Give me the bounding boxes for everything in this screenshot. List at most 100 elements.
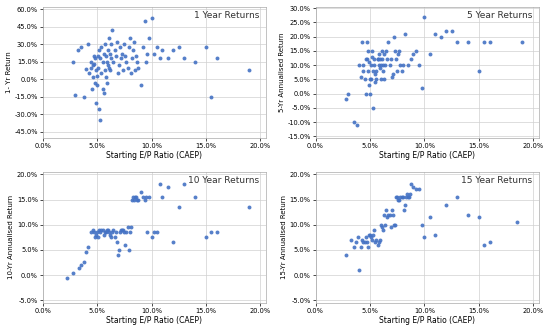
Point — [365, 82, 373, 88]
Point — [92, 232, 101, 237]
Point — [418, 85, 427, 91]
Y-axis label: 15-Yr Annualised Return: 15-Yr Annualised Return — [281, 195, 287, 279]
Point — [374, 240, 383, 245]
Point — [399, 207, 408, 212]
Point — [397, 194, 406, 200]
Point — [397, 68, 406, 73]
Point — [370, 227, 379, 232]
Point — [158, 47, 167, 53]
Point — [147, 235, 156, 240]
Point — [152, 230, 161, 235]
Point — [375, 57, 384, 62]
Point — [107, 42, 116, 47]
Point — [94, 53, 103, 59]
Point — [191, 194, 200, 200]
Point — [103, 227, 112, 232]
Point — [361, 235, 370, 240]
Point — [158, 194, 167, 200]
Point — [409, 184, 418, 190]
Point — [174, 44, 183, 49]
Point — [378, 227, 387, 232]
Point — [436, 34, 445, 39]
Point — [126, 71, 135, 76]
Point — [125, 36, 134, 41]
Point — [359, 240, 368, 245]
Point — [169, 240, 178, 245]
Point — [349, 119, 358, 125]
Point — [389, 222, 398, 227]
Point — [379, 51, 388, 56]
Point — [420, 14, 429, 20]
Point — [373, 242, 382, 248]
Point — [393, 194, 402, 200]
Point — [98, 227, 107, 232]
Point — [366, 91, 375, 96]
Point — [403, 192, 411, 197]
Point — [370, 57, 379, 62]
Point — [442, 202, 450, 207]
Point — [80, 260, 89, 265]
X-axis label: Starting E/P Ratio (CAEP): Starting E/P Ratio (CAEP) — [106, 151, 202, 161]
Point — [73, 47, 82, 53]
Point — [372, 77, 381, 82]
Point — [122, 230, 131, 235]
Point — [384, 40, 393, 45]
Point — [106, 67, 114, 72]
Point — [392, 57, 400, 62]
Point — [368, 54, 377, 59]
Point — [369, 232, 378, 237]
Point — [420, 235, 429, 240]
Point — [76, 44, 85, 49]
Point — [344, 91, 353, 96]
Point — [145, 194, 154, 200]
Point — [453, 40, 461, 45]
Point — [99, 51, 108, 56]
Point — [109, 59, 118, 65]
Point — [385, 212, 394, 217]
Point — [87, 86, 96, 91]
Point — [139, 194, 147, 200]
Point — [142, 194, 151, 200]
Point — [480, 40, 488, 45]
Point — [364, 245, 372, 250]
Point — [406, 192, 415, 197]
Point — [379, 77, 388, 82]
Point — [390, 222, 399, 227]
Point — [367, 63, 376, 68]
Point — [96, 56, 104, 61]
Point — [112, 39, 121, 45]
Point — [119, 227, 128, 232]
Point — [93, 73, 102, 78]
Point — [361, 91, 370, 96]
Point — [98, 59, 107, 65]
Point — [374, 51, 383, 56]
Point — [110, 47, 119, 53]
Point — [142, 59, 151, 65]
Point — [411, 48, 420, 54]
Point — [342, 97, 350, 102]
Point — [354, 235, 362, 240]
Point — [90, 62, 98, 67]
Point — [132, 194, 141, 200]
Point — [82, 66, 91, 71]
Point — [95, 227, 104, 232]
Point — [371, 71, 380, 76]
Point — [95, 106, 104, 111]
Point — [147, 16, 156, 21]
Point — [129, 194, 138, 200]
Point — [122, 59, 131, 65]
Point — [180, 182, 189, 187]
Point — [104, 36, 113, 41]
Point — [245, 67, 254, 72]
Y-axis label: 5-Yr Annualised Return: 5-Yr Annualised Return — [278, 32, 284, 112]
Point — [464, 40, 472, 45]
Point — [109, 227, 118, 232]
Point — [114, 63, 123, 68]
Point — [106, 51, 114, 56]
Point — [117, 227, 125, 232]
Point — [388, 212, 397, 217]
Point — [396, 63, 405, 68]
Point — [377, 225, 386, 230]
Point — [207, 230, 216, 235]
Point — [103, 47, 112, 53]
